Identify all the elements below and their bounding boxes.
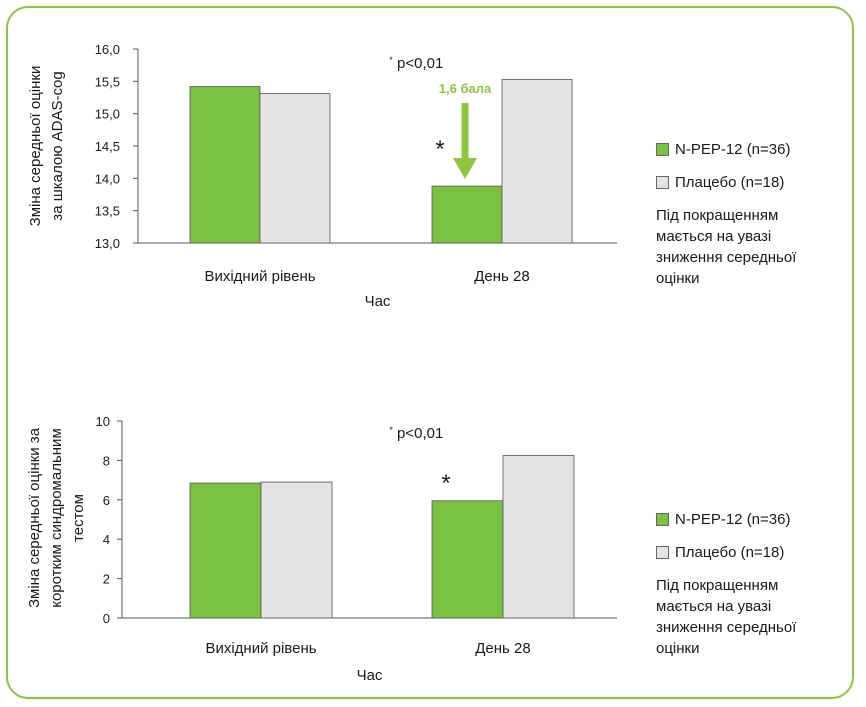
y-tick-label: 10 xyxy=(96,414,110,429)
legend-note: Під покращенням мається на увазі зниженн… xyxy=(656,577,797,657)
significance-text: p<0,01 xyxy=(397,55,443,72)
legend-label: N-PEP-12 (n=36) xyxy=(675,141,791,158)
x-category-label: Вихідний рівень xyxy=(204,268,315,285)
significance-star: * xyxy=(435,136,444,163)
significance-mark: * xyxy=(389,425,393,435)
x-axis-label: Час xyxy=(365,293,391,310)
legend-item-n-pep-12: N-PEP-12 (n=36) xyxy=(656,509,826,530)
y-tick-label: 2 xyxy=(103,572,110,587)
chart-2: 0 2 4 6 8 10 Вихідний рівень День 28 Час Зміна се… xyxy=(26,414,617,684)
significance-mark: * xyxy=(389,55,393,65)
significance-star: * xyxy=(441,470,450,497)
y-tick-label: 14,0 xyxy=(95,171,120,186)
x-category-label: День 28 xyxy=(474,268,529,285)
y-tick-label: 16,0 xyxy=(95,42,120,57)
bar-n-pep-12 xyxy=(189,482,262,619)
y-axis-label: Зміна середньої оцінки xyxy=(27,66,44,227)
bar-n-pep-12 xyxy=(431,500,504,619)
y-axis-label: за шкалою ADAS-cog xyxy=(49,71,66,220)
y-axis-label: тестом xyxy=(70,494,87,542)
y-tick-label: 8 xyxy=(103,453,110,468)
bar-placebo xyxy=(260,481,333,619)
bar-placebo xyxy=(501,78,573,244)
legend-item-placebo: Плацебо (n=18) xyxy=(656,172,826,193)
x-category-label: День 28 xyxy=(475,640,530,657)
legend-swatch-green xyxy=(656,513,669,526)
chart-1: 13,0 13,5 14,0 14,5 15,0 15,5 16,0 Вихідний рів… xyxy=(27,42,617,310)
legend-chart-1: N-PEP-12 (n=36) Плацебо (n=18) Під покра… xyxy=(656,139,826,289)
bar-placebo xyxy=(259,93,331,244)
legend-swatch-gray xyxy=(656,546,669,559)
difference-label: 1,6 бала xyxy=(439,81,492,96)
legend-label: Плацебо (n=18) xyxy=(675,544,785,561)
y-tick-label: 13,5 xyxy=(95,204,120,219)
bar-n-pep-12 xyxy=(431,185,503,244)
card-frame xyxy=(6,6,854,699)
difference-arrow-head xyxy=(453,158,477,179)
y-tick-label: 0 xyxy=(103,611,110,626)
legend-swatch-gray xyxy=(656,176,669,189)
legend-note: Під покращенням мається на увазі зниженн… xyxy=(656,207,797,287)
x-axis-label: Час xyxy=(357,667,383,684)
y-axis-label: Зміна середньої оцінки за xyxy=(26,427,43,608)
y-tick-label: 14,5 xyxy=(95,139,120,154)
legend-label: N-PEP-12 (n=36) xyxy=(675,511,791,528)
y-axis-label: коротким синдромальним xyxy=(48,428,65,608)
legend-chart-2: N-PEP-12 (n=36) Плацебо (n=18) Під покра… xyxy=(656,509,826,659)
legend-label: Плацебо (n=18) xyxy=(675,174,785,191)
legend-item-n-pep-12: N-PEP-12 (n=36) xyxy=(656,139,826,160)
y-tick-label: 15,5 xyxy=(95,74,120,89)
x-category-label: Вихідний рівень xyxy=(205,640,316,657)
legend-item-placebo: Плацебо (n=18) xyxy=(656,542,826,563)
y-tick-label: 13,0 xyxy=(95,236,120,251)
significance-text: p<0,01 xyxy=(397,425,443,442)
y-tick-label: 4 xyxy=(103,532,110,547)
bar-placebo xyxy=(502,455,575,619)
bar-n-pep-12 xyxy=(189,86,261,244)
legend-swatch-green xyxy=(656,143,669,156)
y-tick-label: 6 xyxy=(103,493,110,508)
y-tick-label: 15,0 xyxy=(95,107,120,122)
